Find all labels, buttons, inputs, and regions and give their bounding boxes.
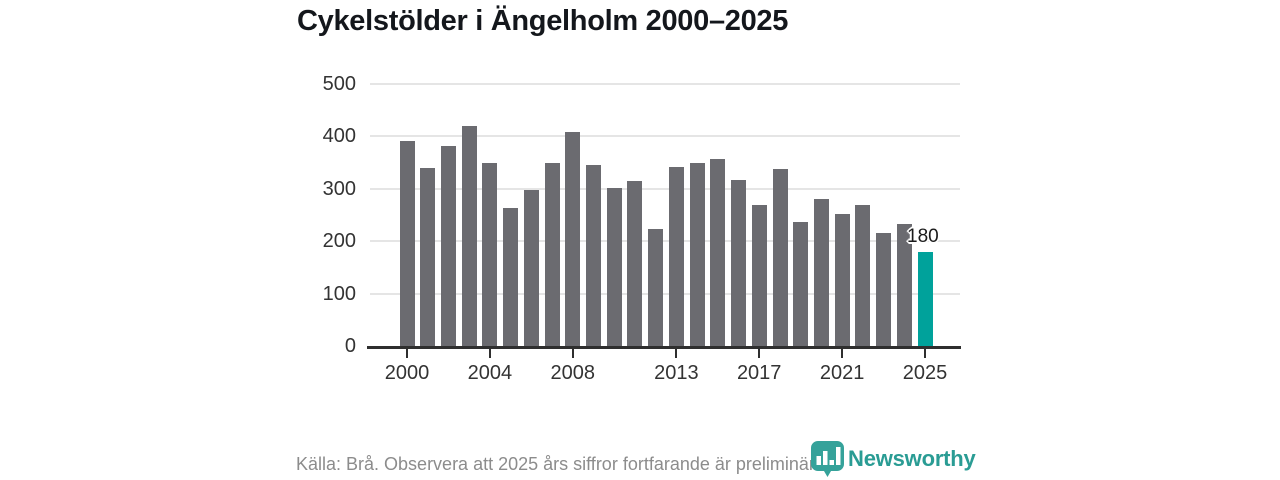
bar-2024: [896, 223, 912, 346]
bar-2019: [793, 222, 809, 346]
bar-2003: [461, 126, 477, 346]
bar-2021: [834, 214, 850, 346]
y-tick-label-200: 200: [322, 230, 356, 253]
bar-2004: [482, 163, 498, 346]
x-tick-mark-2004: [488, 349, 491, 358]
bar-2002: [440, 146, 456, 346]
y-tick-label-300: 300: [322, 177, 356, 200]
bar-2017: [751, 205, 767, 346]
bar-2022: [855, 204, 871, 346]
bar-2013: [668, 166, 684, 346]
chart-title: Cykelstölder i Ängelholm 2000–2025: [297, 5, 789, 37]
x-tick-mark-2013: [675, 349, 678, 358]
y-tick-label-400: 400: [322, 125, 356, 148]
bar-2005: [503, 207, 519, 346]
bar-2015: [710, 158, 726, 346]
gridline-300: [370, 187, 960, 190]
x-tick-mark-2017: [758, 349, 761, 358]
gridline-500: [370, 83, 960, 85]
x-axis-line: [367, 346, 961, 349]
x-tick-label-2000: 2000: [384, 362, 430, 384]
bar-2008: [565, 132, 581, 346]
bar-2011: [627, 180, 643, 346]
newsworthy-chart-pin-icon: [811, 441, 844, 477]
y-tick-label-0: 0: [344, 335, 356, 357]
x-tick-mark-2021: [841, 349, 844, 358]
x-tick-mark-2008: [571, 349, 574, 358]
bar-2020: [813, 199, 829, 346]
x-tick-label-2013: 2013: [654, 362, 699, 384]
bar-2007: [544, 163, 560, 346]
bar-value-label: 180: [907, 225, 939, 247]
newsworthy-logo[interactable]: Newsworthy: [810, 440, 976, 478]
y-tick-label-500: 500: [322, 73, 356, 95]
y-tick-label-100: 100: [322, 282, 356, 305]
x-tick-mark-2000: [406, 349, 408, 358]
x-tick-label-2021: 2021: [819, 362, 865, 384]
gridline-400: [370, 135, 960, 138]
bar-2009: [586, 164, 601, 346]
x-tick-label-2004: 2004: [467, 362, 513, 384]
bar-2018: [772, 168, 788, 346]
bar-2000: [399, 141, 415, 346]
bar-2012: [648, 228, 664, 346]
bar-2025: [917, 251, 933, 346]
bar-2014: [689, 163, 705, 346]
bar-2006: [523, 189, 539, 346]
bar-2023: [876, 233, 892, 346]
bar-2010: [606, 188, 622, 346]
bar-2016: [731, 179, 746, 346]
bar-2001: [420, 167, 436, 346]
gridline-100: [370, 292, 960, 295]
x-tick-label-2008: 2008: [550, 362, 596, 384]
gridline-200: [370, 240, 960, 243]
source-note: Källa: Brå. Observera att 2025 års siffr…: [296, 454, 830, 474]
x-tick-mark-2025: [924, 349, 926, 358]
x-tick-label-2017: 2017: [736, 362, 782, 384]
x-tick-label-2025: 2025: [902, 362, 948, 384]
newsworthy-wordmark: Newsworthy: [848, 446, 976, 471]
